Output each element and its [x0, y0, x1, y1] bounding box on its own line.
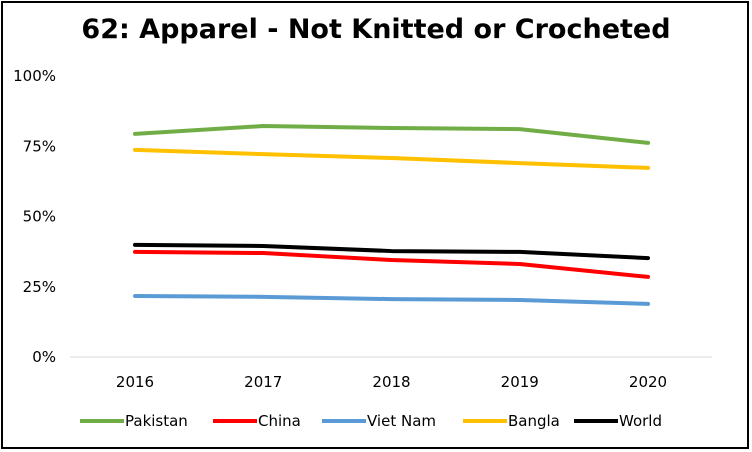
- series-line-world: [133, 242, 650, 261]
- legend-label: World: [619, 412, 662, 430]
- y-tick-label: 50%: [23, 208, 56, 226]
- legend-label: China: [258, 412, 301, 430]
- y-tick-label: 25%: [23, 278, 56, 296]
- legend-label: Pakistan: [125, 412, 188, 430]
- series-line-bangla: [133, 147, 650, 170]
- x-tick-label: 2018: [372, 373, 410, 391]
- y-tick-label: 75%: [23, 137, 56, 155]
- legend-label: Viet Nam: [367, 412, 436, 430]
- x-tick-label: 2017: [244, 373, 282, 391]
- series-line-pakistan: [133, 124, 650, 145]
- x-tick-label: 2020: [629, 373, 667, 391]
- x-tick-label: 2016: [116, 373, 154, 391]
- y-tick-label: 0%: [32, 348, 56, 366]
- x-tick-label: 2019: [501, 373, 539, 391]
- series-line-china: [133, 249, 650, 279]
- chart-title: 62: Apparel - Not Knitted or Crocheted: [81, 14, 671, 45]
- series-line-viet-nam: [133, 294, 650, 306]
- legend-label: Bangla: [508, 412, 560, 430]
- y-tick-label: 100%: [13, 67, 56, 85]
